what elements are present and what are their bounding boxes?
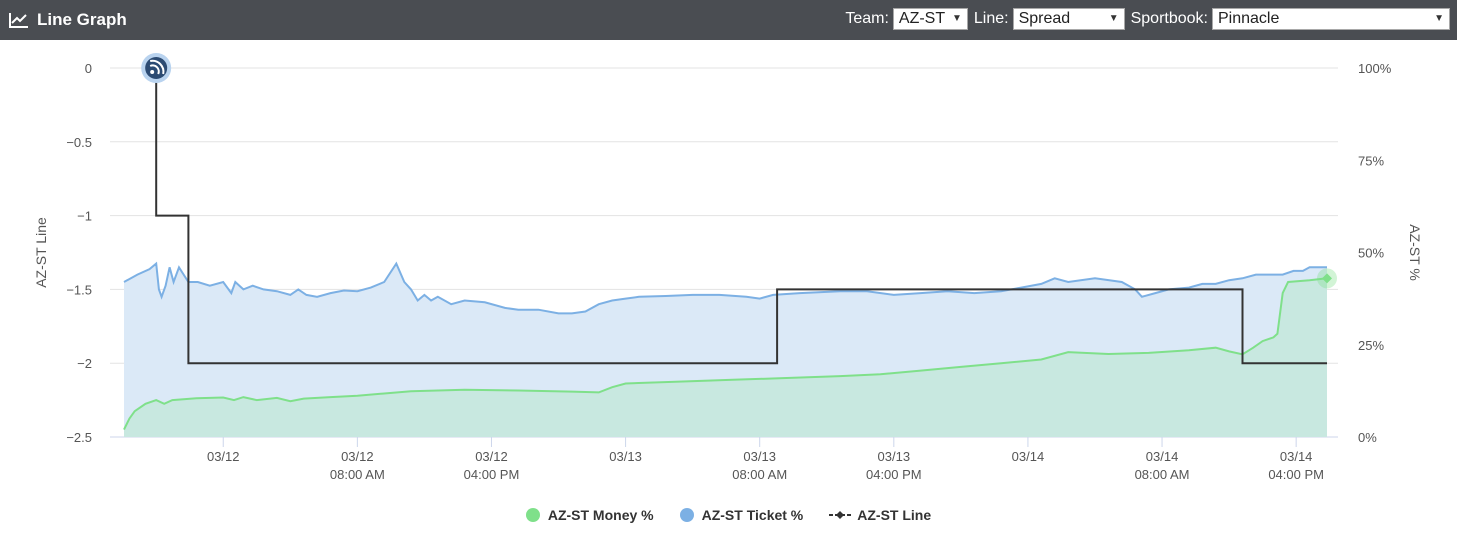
x-tick-sublabel: 04:00 PM: [866, 467, 922, 482]
title-group: Line Graph: [8, 8, 127, 32]
feed-icon-dot: [150, 70, 155, 74]
sportsbook-label: Sportbook:: [1130, 10, 1208, 27]
x-tick-label: 03/12: [475, 449, 508, 464]
x-tick-label: 03/12: [207, 449, 240, 464]
feed-marker: [145, 57, 168, 79]
legend-money-marker: [525, 508, 540, 522]
y-tick-left: 0: [85, 61, 92, 76]
x-tick-sublabel: 08:00 AM: [732, 467, 787, 482]
legend-line[interactable]: AZ-ST Line: [829, 507, 931, 523]
team-select[interactable]: AZ-ST ▼: [892, 8, 968, 30]
y-tick-left: −2: [77, 356, 92, 371]
x-tick-sublabel: 04:00 PM: [1268, 467, 1324, 482]
x-tick-label: 03/12: [341, 449, 374, 464]
team-label: Team:: [845, 10, 889, 27]
page-title: Line Graph: [37, 10, 127, 29]
chart-legend: AZ-ST Money % AZ-ST Ticket % AZ-ST Line: [0, 507, 1457, 523]
line-chart-icon: [9, 13, 28, 28]
legend-line-marker: [829, 511, 852, 519]
y-tick-left: −0.5: [66, 135, 92, 150]
team-select-value: AZ-ST: [898, 10, 946, 27]
x-tick-sublabel: 08:00 AM: [1135, 467, 1190, 482]
ticket-series-line: [123, 261, 1327, 315]
line-label: Line:: [973, 10, 1009, 27]
x-tick-label: 03/13: [743, 449, 776, 464]
y-axis-title-left: AZ-ST Line: [33, 217, 49, 288]
x-tick-label: 03/13: [878, 449, 911, 464]
caret-down-icon: ▼: [952, 13, 962, 24]
legend-ticket[interactable]: AZ-ST Ticket %: [679, 507, 804, 523]
feed-icon-arc: [149, 64, 160, 75]
legend-line-label: AZ-ST Line: [857, 507, 932, 523]
feed-icon-arc: [149, 59, 165, 75]
legend-ticket-label: AZ-ST Ticket %: [701, 507, 804, 523]
money-end-marker: [1322, 273, 1332, 284]
x-tick-label: 03/13: [609, 449, 642, 464]
y-tick-left: −2.5: [66, 430, 92, 445]
caret-down-icon: ▼: [1434, 13, 1444, 24]
legend-money-label: AZ-ST Money %: [547, 507, 654, 523]
y-tick-right: 50%: [1358, 246, 1384, 261]
header-bar: Line Graph Team: AZ-ST ▼ Line: Spread ▼ …: [0, 0, 1457, 40]
legend-ticket-marker: [679, 508, 694, 522]
legend-money[interactable]: AZ-ST Money %: [525, 507, 654, 523]
chart-controls: Team: AZ-ST ▼ Line: Spread ▼ Sportbook: …: [845, 8, 1450, 30]
y-axis-title-right: AZ-ST %: [1407, 224, 1423, 281]
x-tick-label: 03/14: [1280, 449, 1313, 464]
y-tick-right: 25%: [1358, 338, 1384, 353]
line-chart: 0 −0.5 −1 −1.5 −2 −2.5 100% 75% 50% 25% 0% 03/12 03/…: [33, 53, 1423, 482]
y-tick-right: 75%: [1358, 153, 1384, 168]
x-tick-label: 03/14: [1146, 449, 1179, 464]
line-select[interactable]: Spread ▼: [1012, 8, 1125, 30]
y-tick-left: −1.5: [66, 282, 92, 297]
money-area: [124, 278, 1327, 437]
az-st-line-series: [155, 68, 1327, 365]
line-select-value: Spread: [1018, 10, 1071, 27]
x-tick-sublabel: 08:00 AM: [330, 467, 385, 482]
y-tick-left: −1: [77, 209, 92, 224]
y-tick-right: 0%: [1358, 430, 1377, 445]
x-tick-sublabel: 04:00 PM: [464, 467, 520, 482]
sportsbook-select-value: Pinnacle: [1218, 10, 1280, 27]
x-tick-label: 03/14: [1012, 449, 1045, 464]
sportsbook-select[interactable]: Pinnacle ▼: [1212, 8, 1450, 30]
caret-down-icon: ▼: [1108, 13, 1119, 24]
y-tick-right: 100%: [1358, 61, 1392, 76]
